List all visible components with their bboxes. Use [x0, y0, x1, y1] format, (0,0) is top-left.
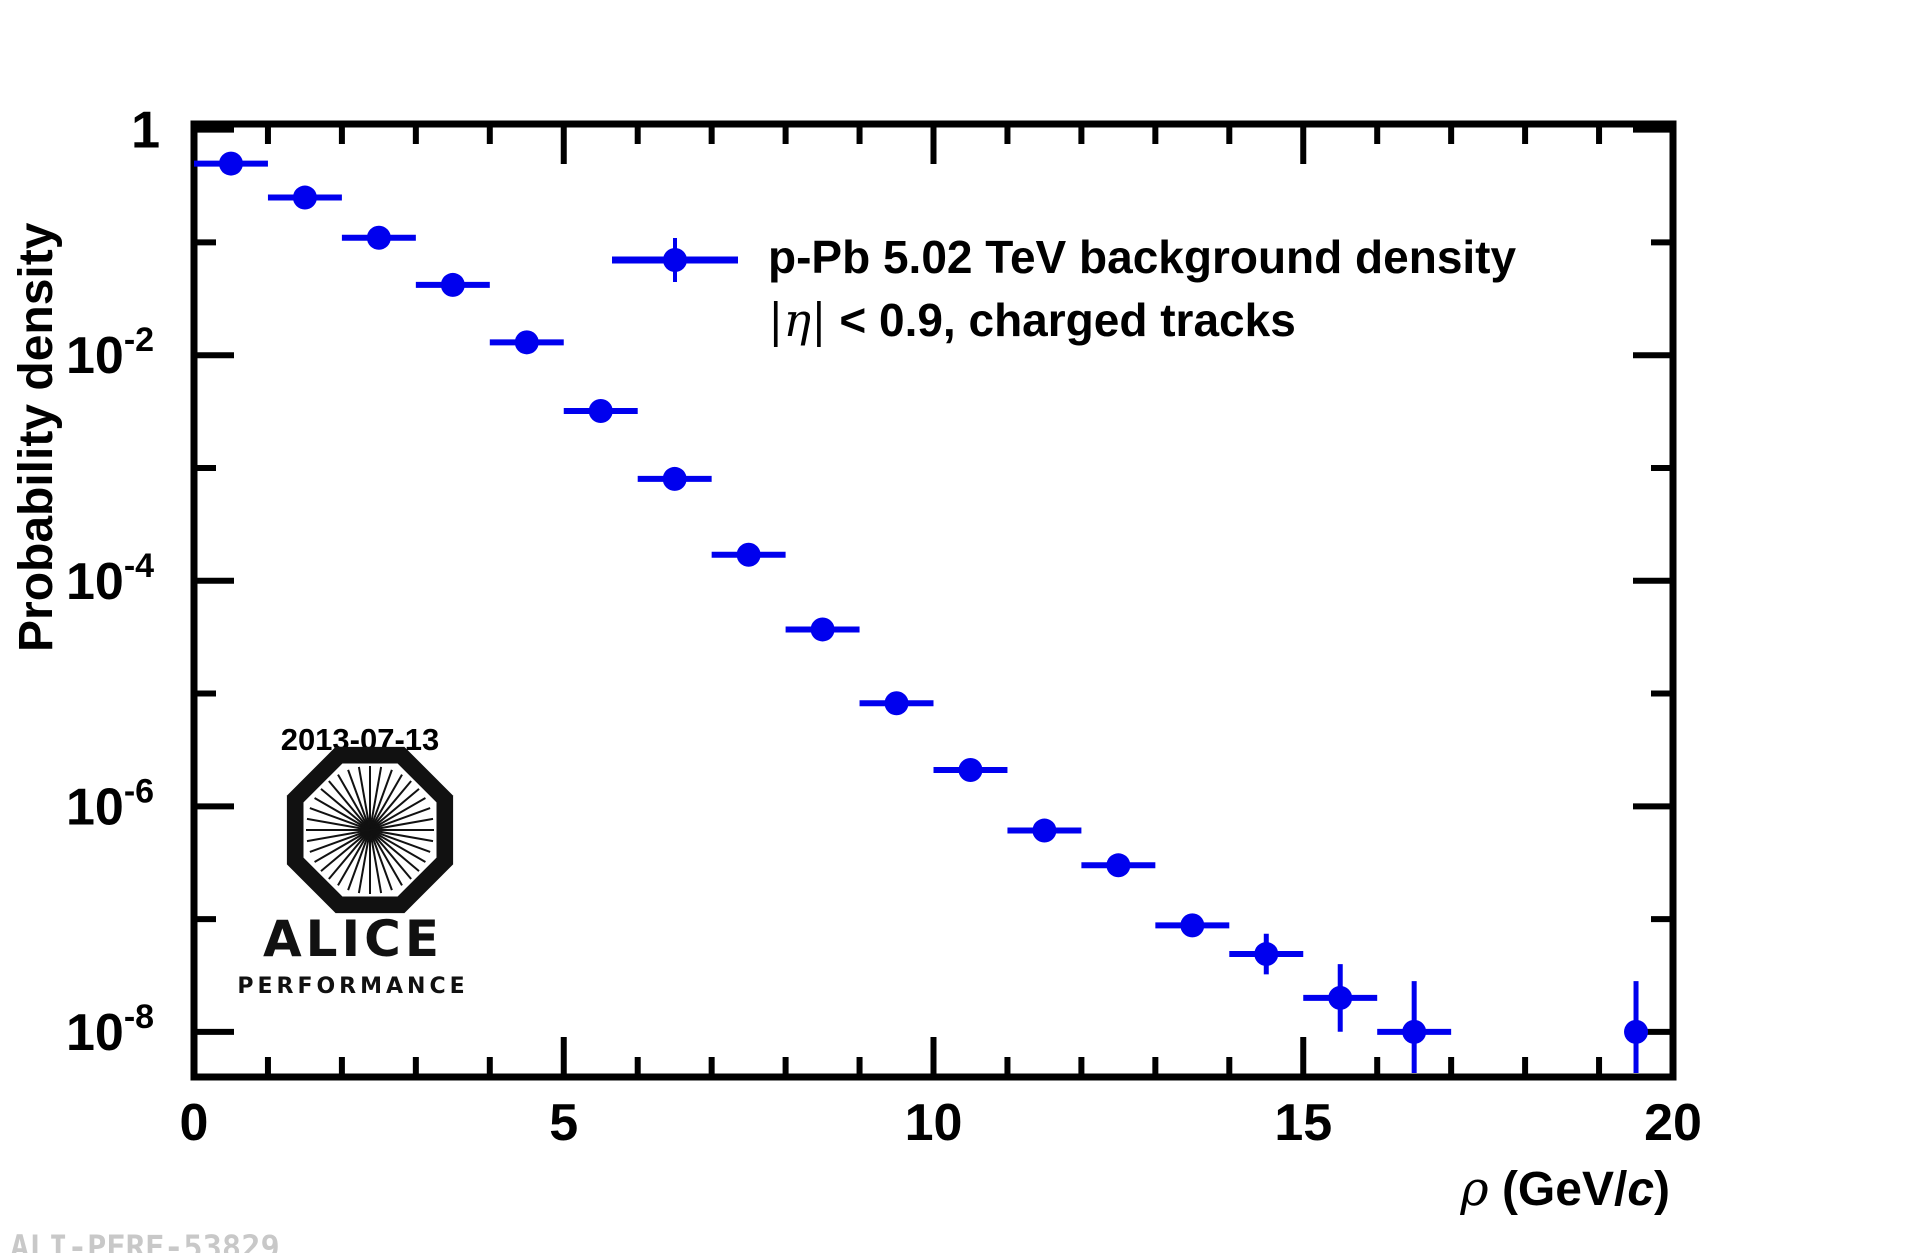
x-axis-title-unit-var: c [1627, 1163, 1654, 1216]
y-axis-title: Probability density [10, 222, 63, 652]
data-point [1624, 1019, 1649, 1044]
logo-name: ALICE [263, 910, 443, 968]
legend-marker-dot [663, 248, 687, 272]
data-point [1032, 818, 1057, 843]
legend-annotation: |η| < 0.9, charged tracks [768, 293, 1296, 347]
abs-bar-right: | [811, 293, 827, 347]
abs-bar-left: | [768, 293, 784, 347]
data-point [440, 272, 465, 297]
x-axis-title: ρ (GeV/c) [1459, 1161, 1670, 1217]
y-tick-label: 1 [131, 102, 160, 160]
data-point [736, 542, 761, 567]
x-tick-label: 15 [1274, 1094, 1332, 1152]
data-point [1180, 913, 1205, 938]
alice-logo: 2013-07-13 ALICE PERFORMANCE [237, 722, 468, 999]
x-axis-title-unit-close: ) [1654, 1163, 1670, 1216]
y-ticks: 1 10-2 10-4 10-6 10-8 [66, 102, 1673, 1062]
x-ticks: 0 5 10 15 20 [180, 124, 1702, 1152]
x-tick-label: 0 [180, 1094, 209, 1152]
data-point [810, 617, 835, 642]
data-point [1254, 942, 1279, 967]
y-tick-label: 10-6 [66, 772, 154, 836]
data-point [884, 691, 909, 716]
data-point [1328, 985, 1353, 1010]
logo-subtitle: PERFORMANCE [237, 974, 468, 999]
y-tick-label: 10-4 [66, 547, 154, 611]
eta-symbol: η [784, 293, 812, 347]
data-point [1106, 853, 1131, 878]
x-axis-title-symbol: ρ [1459, 1161, 1488, 1217]
data-point [366, 225, 391, 250]
data-point [662, 466, 687, 491]
y-tick-label: 10-2 [66, 321, 154, 385]
data-point [588, 399, 613, 424]
legend-entry-label: p-Pb 5.02 TeV background density [768, 231, 1517, 283]
annotation-text: < 0.9, charged tracks [827, 294, 1296, 346]
x-tick-label: 10 [905, 1094, 963, 1152]
data-point [292, 185, 317, 210]
x-tick-label: 20 [1644, 1094, 1702, 1152]
legend: p-Pb 5.02 TeV background density |η| < 0… [612, 231, 1517, 347]
emblem-ray [306, 817, 434, 843]
data-point [1402, 1019, 1427, 1044]
x-tick-label: 5 [549, 1094, 578, 1152]
data-point [958, 757, 983, 782]
figure-id: ALI-PERF-53829 [10, 1228, 280, 1253]
data-point [514, 330, 539, 355]
data-series [194, 151, 1649, 1073]
data-point [218, 151, 243, 176]
y-tick-label: 10-8 [66, 998, 154, 1062]
alice-emblem-icon [286, 746, 454, 914]
x-axis-title-unit-open: (GeV/ [1489, 1163, 1628, 1216]
